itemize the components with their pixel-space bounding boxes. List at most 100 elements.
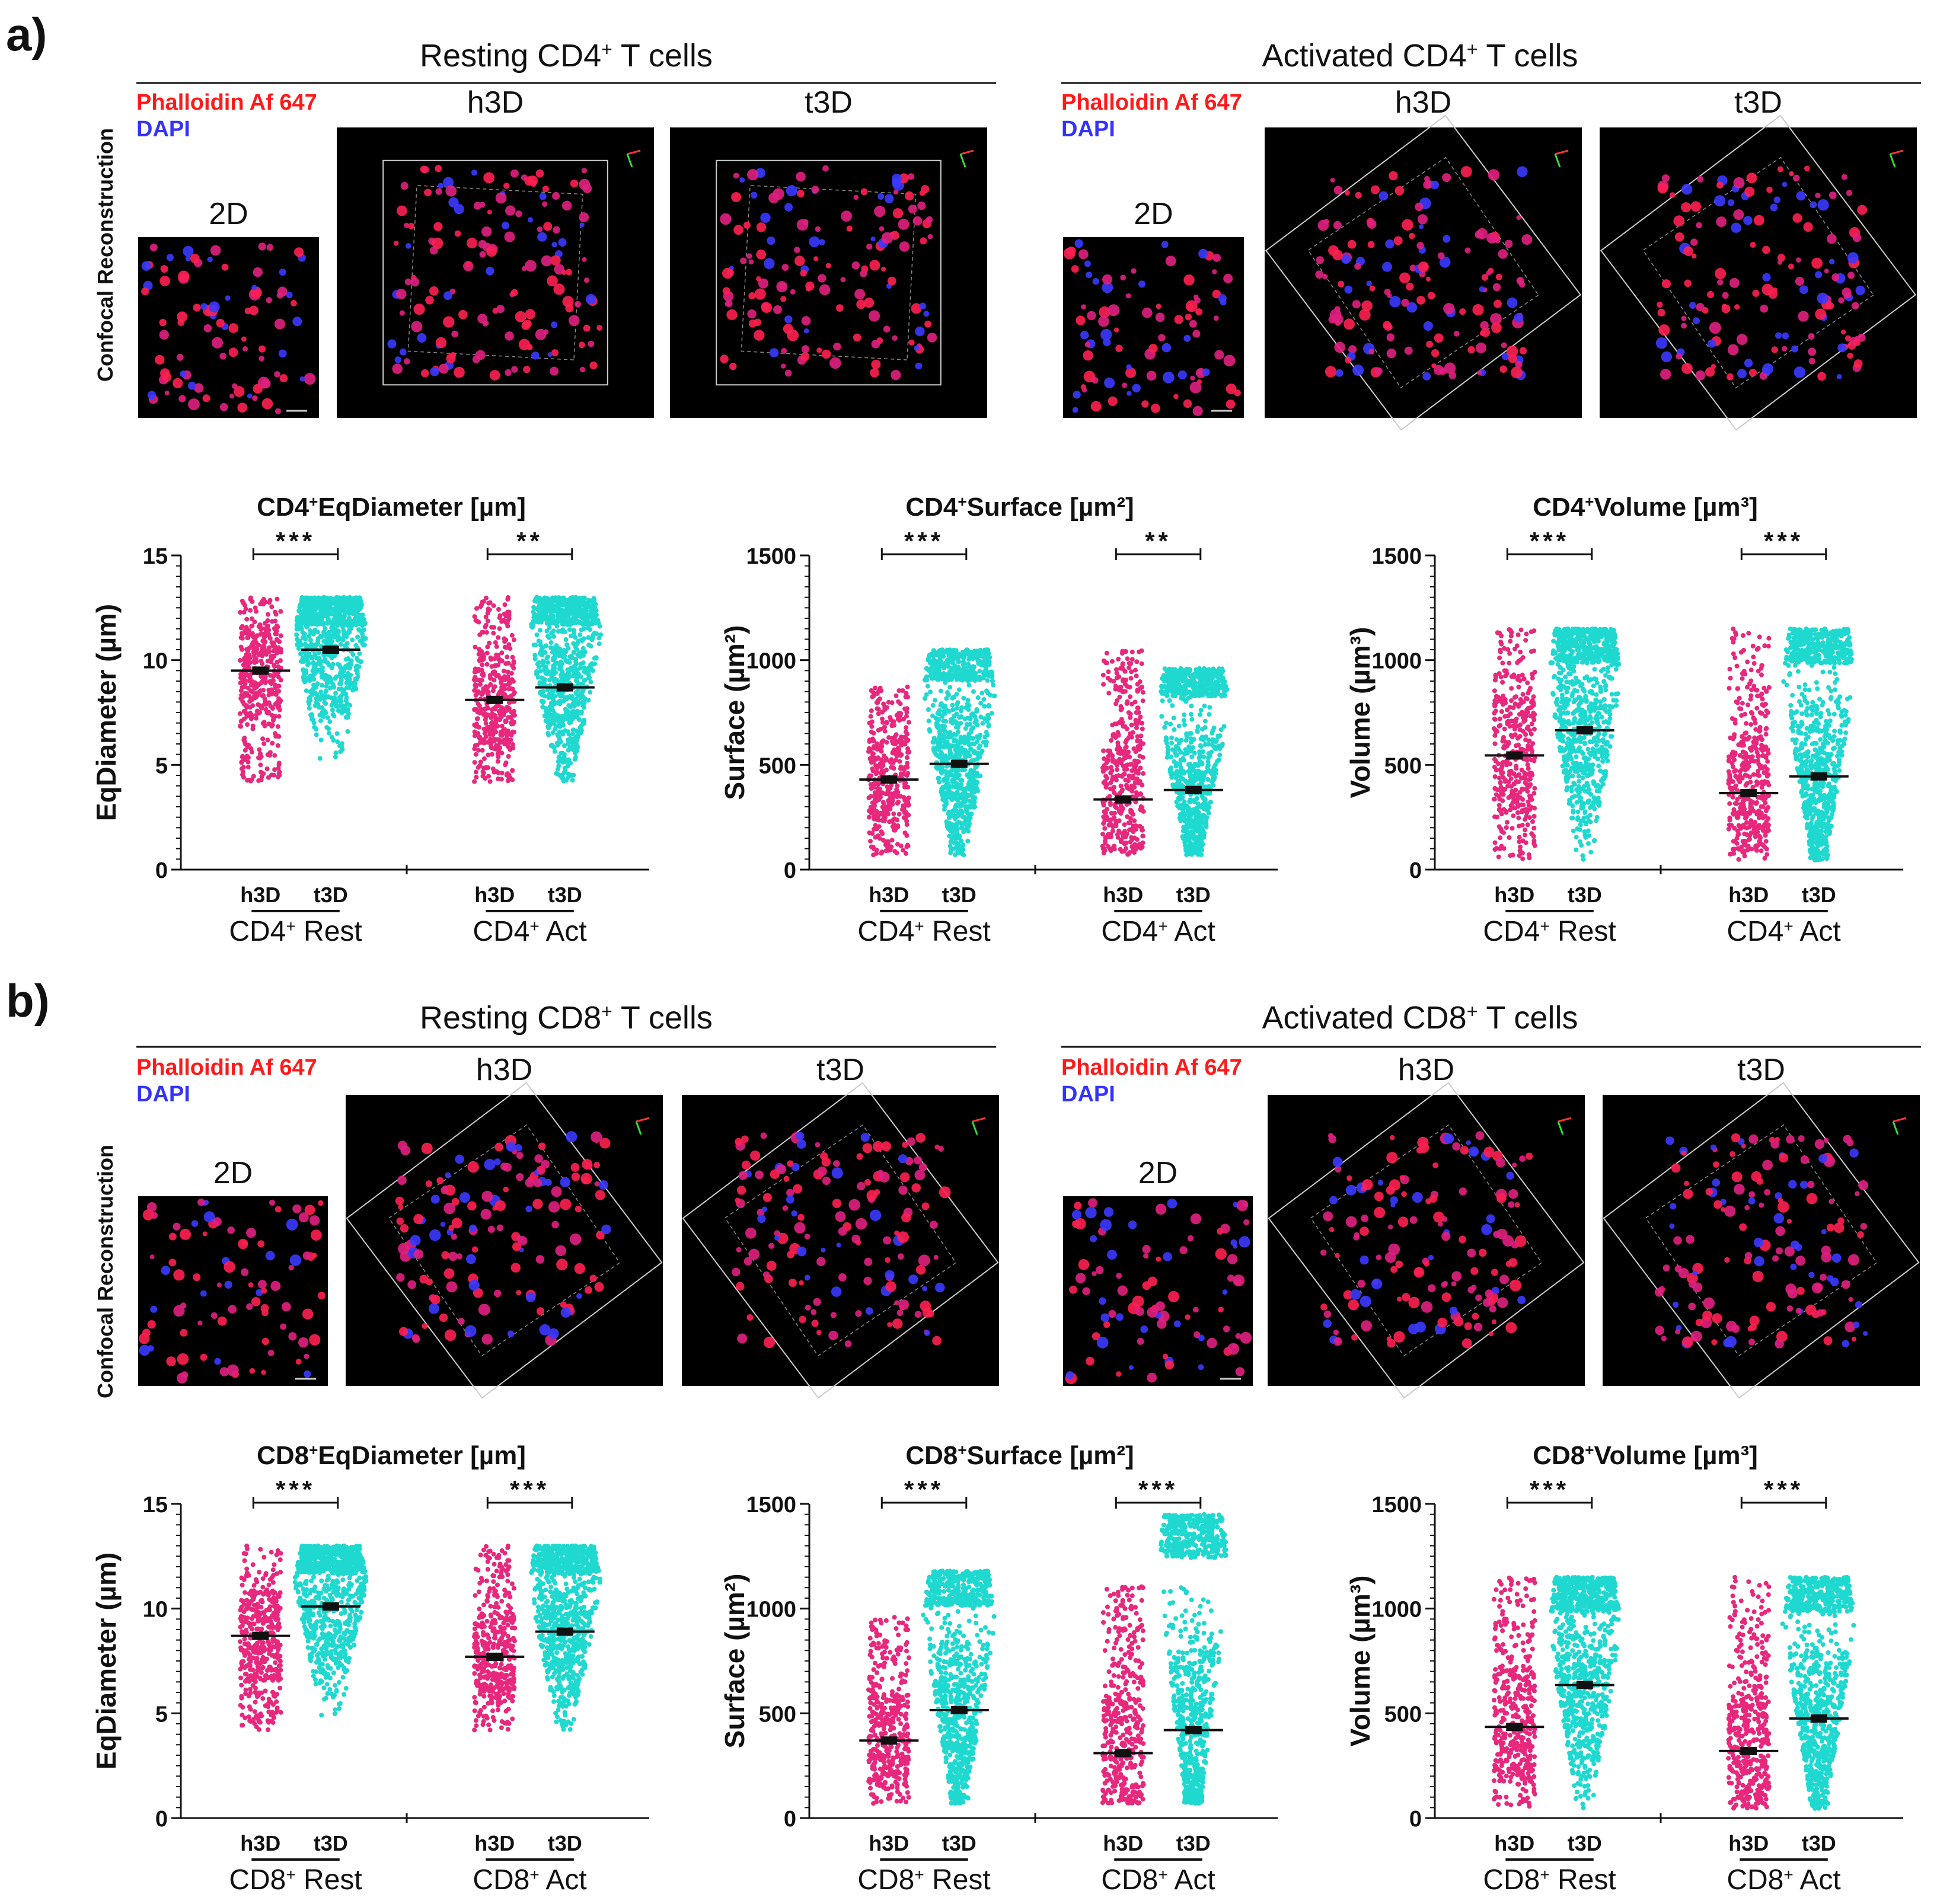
cell	[1858, 333, 1866, 342]
data-point	[477, 703, 482, 708]
cell	[1660, 369, 1671, 380]
data-point	[506, 745, 511, 750]
data-point	[275, 743, 280, 748]
cell	[237, 402, 248, 413]
cell	[1102, 282, 1113, 293]
data-point	[473, 666, 478, 672]
data-point	[871, 852, 876, 858]
cell	[1815, 193, 1821, 199]
cell	[278, 349, 287, 358]
data-point	[972, 804, 978, 810]
data-point	[346, 675, 351, 681]
volume-frame	[382, 159, 608, 386]
data-point	[298, 651, 303, 657]
data-point	[330, 622, 336, 627]
data-point	[573, 743, 577, 748]
data-point	[357, 651, 362, 656]
data-point	[902, 706, 908, 711]
data-point	[952, 663, 958, 669]
data-point	[575, 738, 580, 743]
data-point	[550, 743, 556, 749]
data-point	[269, 679, 274, 683]
cell	[448, 197, 459, 208]
cell	[1817, 292, 1828, 304]
cell	[1696, 222, 1702, 229]
data-point	[959, 705, 964, 710]
data-point	[241, 775, 246, 780]
data-point	[950, 717, 955, 722]
data-point	[489, 752, 494, 757]
data-point	[278, 633, 283, 638]
data-point	[497, 711, 503, 717]
median-marker	[950, 759, 968, 768]
data-point	[481, 657, 486, 662]
data-point	[1134, 725, 1139, 730]
data-point	[475, 716, 480, 721]
data-point	[966, 829, 971, 834]
cell	[252, 395, 258, 401]
data-point	[484, 662, 490, 667]
data-point	[352, 596, 358, 601]
data-point	[556, 602, 561, 607]
cell	[1223, 273, 1233, 283]
data-point	[882, 705, 888, 711]
cell	[443, 291, 452, 301]
data-point	[570, 778, 575, 783]
data-point	[244, 625, 249, 630]
data-point	[310, 668, 315, 673]
cell	[822, 165, 829, 172]
data-point	[478, 682, 483, 687]
data-point	[1140, 833, 1145, 839]
series-h3d-0	[859, 684, 919, 858]
cell	[1657, 183, 1668, 194]
cell	[756, 276, 761, 282]
cell	[596, 325, 603, 331]
data-point	[509, 720, 514, 726]
data-point	[963, 819, 968, 824]
data-point	[548, 645, 553, 650]
data-point	[273, 682, 278, 688]
data-point	[879, 742, 884, 747]
data-point	[955, 669, 960, 674]
data-point	[337, 703, 343, 708]
data-point	[954, 720, 959, 726]
data-point	[273, 618, 278, 624]
data-point	[473, 682, 478, 688]
data-point	[320, 611, 325, 616]
cell	[443, 177, 454, 188]
data-point	[496, 635, 501, 640]
data-point	[338, 642, 343, 647]
data-point	[260, 736, 266, 742]
y-tick-label: 1000	[746, 649, 796, 674]
cell	[1690, 201, 1702, 212]
data-point	[486, 608, 491, 613]
cell	[1185, 314, 1192, 321]
cell	[503, 183, 510, 189]
cell	[1828, 258, 1835, 265]
cell	[193, 383, 204, 393]
cell	[726, 309, 738, 321]
data-point	[245, 722, 250, 727]
cell	[1212, 289, 1221, 299]
data-point	[968, 815, 973, 820]
data-point	[866, 814, 872, 820]
data-point	[307, 675, 312, 680]
data-point	[239, 718, 244, 724]
group-label-name: CD4	[473, 916, 529, 947]
data-point	[327, 719, 333, 724]
cell	[173, 378, 183, 389]
data-point	[880, 710, 885, 715]
cell	[525, 309, 535, 320]
cell	[796, 171, 806, 182]
data-point	[240, 599, 245, 603]
data-point	[501, 668, 506, 673]
data-point	[510, 679, 516, 684]
cell	[553, 226, 560, 234]
x-tick-label: h3D	[240, 883, 280, 907]
data-point	[946, 709, 952, 714]
cell	[1378, 191, 1389, 201]
cell	[1674, 232, 1684, 242]
data-point	[346, 656, 351, 661]
cell	[1504, 239, 1513, 248]
